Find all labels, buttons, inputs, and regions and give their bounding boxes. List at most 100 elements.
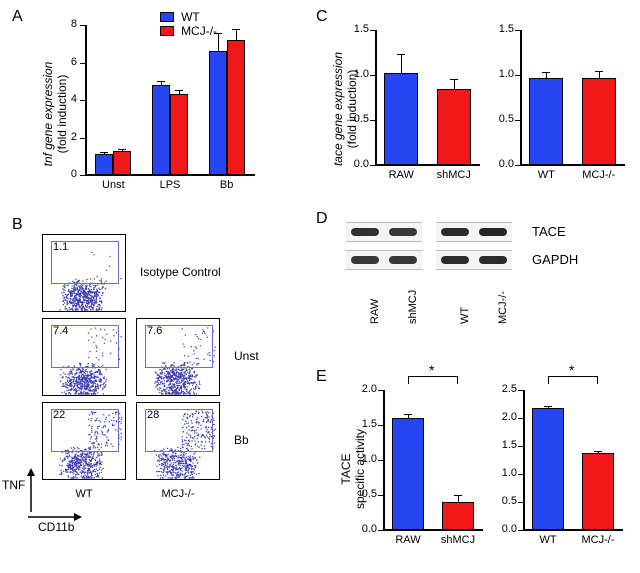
panel-c-2-ytick-label: 1.0: [490, 68, 514, 80]
panel-e-1-ytick: [378, 495, 383, 496]
flow-col-label: WT: [42, 488, 126, 500]
panel-a-errcap: [118, 149, 126, 150]
panel-e-1-ytick: [378, 390, 383, 391]
flow-gate-pct: 28: [147, 409, 159, 421]
panel-e-2-ytick: [518, 446, 523, 447]
panel-e-1-xlabel: RAW: [380, 534, 436, 546]
flow-x-axis-label: CD11b: [38, 520, 74, 534]
panel-e-2-bar: [582, 453, 615, 530]
panel-c-2-errbar: [599, 71, 600, 78]
panel-c-1-ytick-label: 0.0: [345, 158, 369, 170]
legend-swatch-mcj: [160, 26, 174, 36]
panel-e-1-ytick: [378, 530, 383, 531]
panel-a-bar: [227, 40, 245, 175]
panel-a-ytick: [80, 63, 85, 64]
panel-c-2-errcap: [595, 71, 603, 72]
panel-e-2-ytick-label: 0.0: [493, 523, 517, 535]
panel-c-2-ytick: [515, 120, 520, 121]
legend-item-mcj: MCJ-/-: [160, 24, 217, 38]
panel-e-1-ytick-label: 1.0: [353, 453, 377, 465]
panel-e-2-ytick: [518, 502, 523, 503]
panel-c-2-errcap: [542, 72, 550, 73]
blot-lane-label: shMCJ: [407, 264, 419, 324]
panel-c-2-ytick: [515, 165, 520, 166]
flow-gate-pct: 7.4: [53, 325, 68, 337]
panel-e-2-sig-star: *: [569, 362, 574, 378]
panel-c-1-errbar: [401, 54, 402, 73]
panel-a-chart: tnf gene expression (fold induction) 024…: [30, 10, 290, 200]
panel-c-2-ytick: [515, 75, 520, 76]
legend-item-wt: WT: [160, 10, 217, 24]
panel-b-flow: 1.1Isotype Control7.47.6Unst2228BbWTMCJ-…: [12, 220, 312, 540]
panel-c-1-xlabel: RAW: [373, 169, 429, 181]
panel-c-2-bar: [529, 78, 563, 165]
panel-c-charts: tace gene expression (fold induction) 0.…: [320, 10, 630, 190]
panel-c-1-y-axis: [375, 30, 377, 165]
panel-a-legend: WT MCJ-/-: [160, 10, 217, 38]
flow-plot: 1.1: [42, 234, 126, 312]
panel-e-2-ytick-label: 2.0: [493, 411, 517, 423]
panel-c-1-ytick: [370, 30, 375, 31]
panel-c-2-ytick-label: 0.0: [490, 158, 514, 170]
panel-a-errbar: [236, 29, 237, 40]
panel-e-1-ytick-label: 1.5: [353, 418, 377, 430]
panel-c-1-ytick: [370, 75, 375, 76]
panel-e-2-y-axis: [523, 390, 525, 530]
panel-e-2-ytick-label: 1.0: [493, 467, 517, 479]
flow-row-label: Isotype Control: [140, 265, 221, 279]
panel-d-label: D: [316, 210, 328, 228]
panel-a-ytick: [80, 175, 85, 176]
panel-c-1-errbar: [454, 79, 455, 90]
panel-e-label: E: [316, 368, 327, 386]
panel-e-1-y-axis: [383, 390, 385, 530]
panel-e-1-errcap: [404, 414, 412, 415]
panel-a-ytick: [80, 25, 85, 26]
flow-plot: 22: [42, 402, 126, 480]
flow-row-label: Unst: [234, 349, 259, 363]
flow-plot: 7.4: [42, 318, 126, 396]
panel-c-1-errcap: [397, 54, 405, 55]
panel-c-1-bar: [437, 89, 471, 165]
panel-e-2-ytick: [518, 530, 523, 531]
panel-a-bar: [152, 85, 170, 175]
blot-lane-label: RAW: [369, 264, 381, 324]
panel-c-1-ytick-label: 1.0: [345, 68, 369, 80]
panel-c-2-xlabel: MCJ-/-: [571, 169, 627, 181]
legend-label-wt: WT: [181, 10, 200, 24]
flow-y-arrow: [24, 468, 38, 512]
panel-e-2-ytick-label: 1.5: [493, 439, 517, 451]
panel-a-xlabel: Unst: [89, 179, 137, 191]
blot-band: [351, 256, 379, 264]
panel-a-bar: [170, 94, 188, 175]
panel-e-charts: TACE specific activity 0.00.51.01.52.0RA…: [328, 370, 638, 560]
panel-e-2-ytick: [518, 418, 523, 419]
flow-col-label: MCJ-/-: [136, 488, 220, 500]
panel-a-xlabel: Bb: [203, 179, 251, 191]
panel-c-2-xlabel: WT: [518, 169, 574, 181]
panel-c-chart-1: 0.00.51.01.5RAWshMCJ: [375, 30, 480, 165]
panel-c-1-ytick: [370, 165, 375, 166]
panel-a-ytick-label: 2: [59, 131, 77, 143]
blot-band: [479, 256, 507, 264]
panel-c-2-ytick-label: 1.5: [490, 23, 514, 35]
panel-a-errbar: [218, 33, 219, 52]
blot-lane-label: WT: [459, 264, 471, 324]
panel-a-ytick-label: 8: [59, 18, 77, 30]
panel-e-1-ytick: [378, 425, 383, 426]
panel-c-2-ytick: [515, 30, 520, 31]
panel-e-1-ytick-label: 2.0: [353, 383, 377, 395]
panel-a-ytick-label: 4: [59, 93, 77, 105]
panel-c-1-bar: [384, 73, 418, 165]
panel-c-1-xlabel: shMCJ: [426, 169, 482, 181]
blot-lane-label: MCJ-/-: [497, 264, 509, 324]
panel-c-2-ytick-label: 0.5: [490, 113, 514, 125]
panel-a-ytick: [80, 100, 85, 101]
panel-a-errcap: [100, 152, 108, 153]
panel-e-1-errbar: [458, 495, 459, 502]
panel-e-2-bar: [532, 408, 565, 530]
panel-c-1-ytick-label: 0.5: [345, 113, 369, 125]
panel-a-xlabel: LPS: [146, 179, 194, 191]
legend-label-mcj: MCJ-/-: [181, 24, 217, 38]
panel-a-errcap: [157, 81, 165, 82]
panel-e-1-sig-star: *: [429, 362, 434, 378]
